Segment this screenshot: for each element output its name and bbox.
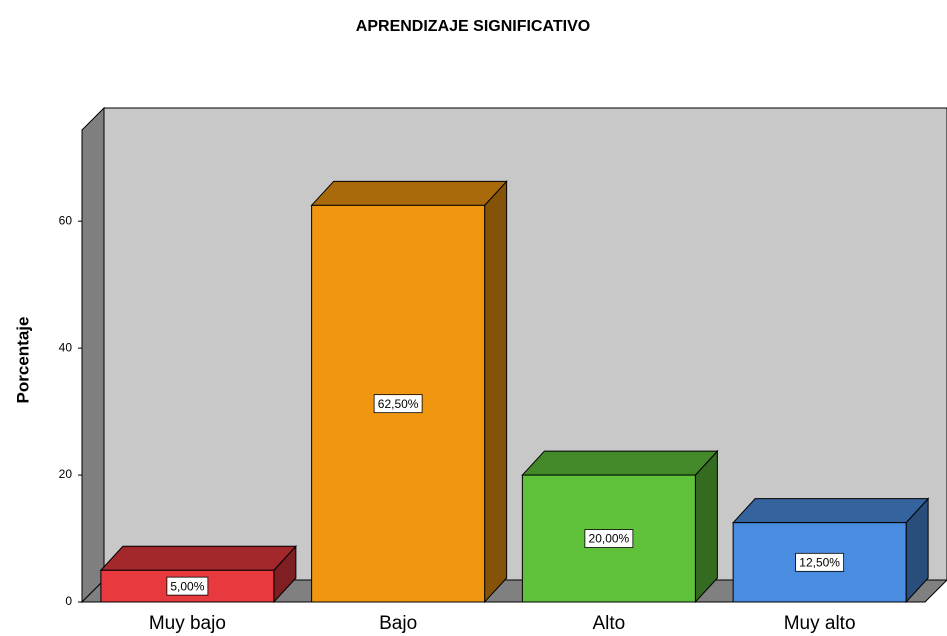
- x-tick-label: Bajo: [379, 613, 417, 634]
- y-tick-label: 60: [59, 213, 73, 227]
- x-tick-label: Muy bajo: [149, 613, 226, 634]
- x-tick-label: Muy alto: [784, 613, 856, 634]
- data-label-box: [373, 394, 423, 414]
- data-label-box: [795, 552, 845, 572]
- x-tick-label: Alto: [593, 613, 626, 634]
- side-wall: [81, 106, 105, 604]
- bar-top: [99, 545, 298, 571]
- bar-side: [484, 180, 508, 604]
- data-label: 62,50%: [378, 397, 419, 411]
- data-label: 20,00%: [589, 532, 630, 546]
- y-tick-label: 40: [59, 340, 73, 354]
- bar-top: [310, 180, 508, 206]
- data-label: 12,50%: [799, 556, 840, 570]
- y-axis-label: Porcentaje: [13, 317, 32, 404]
- bar-side: [694, 449, 718, 604]
- y-tick-label: 20: [59, 467, 73, 481]
- y-tick-label: 0: [65, 594, 72, 608]
- data-label-box: [584, 529, 634, 548]
- data-label-box: [166, 576, 209, 596]
- bar-top: [731, 498, 930, 524]
- chart-title: APRENDIZAJE SIGNIFICATIVO: [356, 18, 590, 35]
- bar-top: [521, 450, 719, 476]
- data-label: 5,00%: [170, 579, 204, 593]
